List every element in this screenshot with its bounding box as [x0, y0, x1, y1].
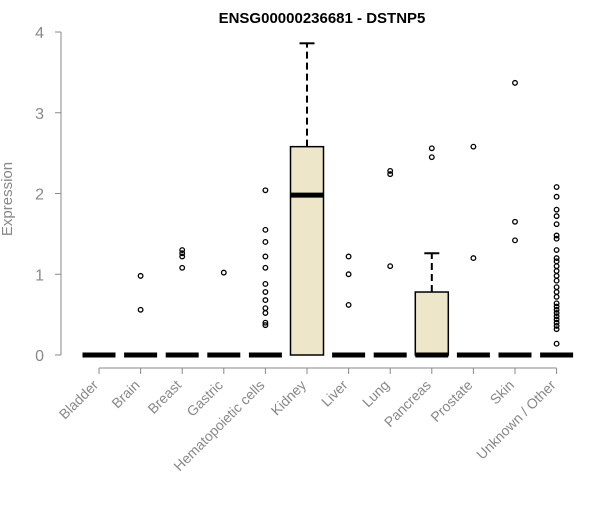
x-tick-label: Lung [359, 377, 392, 410]
outlier-point [553, 340, 560, 347]
outlier-point [428, 145, 435, 152]
x-tick-label: Liver [318, 377, 351, 410]
outlier-point [553, 322, 560, 329]
x-tick-label: Unknown / Other [473, 377, 559, 463]
box-group [456, 143, 490, 358]
outlier-point [553, 303, 560, 310]
y-tick-label: 0 [35, 348, 44, 365]
outlier-point [553, 263, 560, 270]
y-tick-label: 3 [35, 106, 44, 123]
outlier-point [387, 171, 394, 178]
outlier-point [553, 306, 560, 313]
outlier-point [553, 184, 560, 190]
chart-title: ENSG00000236681 - DSTNP5 [219, 10, 426, 27]
plot-area [82, 42, 574, 358]
box [414, 291, 450, 356]
x-tick-label: Prostate [427, 377, 475, 425]
x-tick-label: Brain [108, 377, 142, 411]
outlier-point [262, 310, 269, 316]
outlier-point [137, 272, 144, 279]
outlier-point [179, 264, 186, 271]
outlier-point [553, 326, 560, 333]
box-group [207, 269, 241, 358]
outlier-point [553, 235, 560, 242]
outlier-point [137, 306, 144, 313]
x-tick-label: Breast [144, 377, 184, 417]
box-group [373, 167, 407, 358]
outlier-point [262, 280, 269, 287]
outlier-point [387, 263, 394, 270]
outlier-point [345, 271, 352, 278]
outlier-point [553, 258, 560, 265]
outlier-point [262, 253, 269, 260]
outlier-point [553, 247, 560, 253]
outlier-point [387, 167, 394, 174]
outlier-point [553, 310, 560, 316]
outlier-point [262, 319, 269, 326]
box [289, 145, 325, 356]
outlier-point [553, 277, 560, 284]
outlier-point [262, 187, 269, 194]
outlier-point [512, 237, 518, 244]
y-axis-label: Expression [0, 162, 16, 236]
box-group [414, 145, 450, 358]
y-tick-label: 2 [35, 187, 44, 204]
outlier-point [345, 253, 352, 260]
box-group [165, 247, 199, 358]
y-tick-label: 1 [35, 267, 44, 284]
outlier-point [553, 319, 560, 326]
outlier-point [179, 247, 186, 253]
outlier-point [262, 305, 269, 312]
outlier-point [470, 143, 477, 150]
outlier-point [553, 193, 560, 200]
outlier-point [345, 301, 352, 308]
outlier-point [553, 221, 560, 228]
outlier-point [553, 272, 560, 279]
outlier-point [262, 238, 269, 245]
outlier-point [553, 293, 560, 300]
outlier-point [553, 255, 560, 262]
outlier-point [428, 154, 435, 161]
box-group [124, 272, 158, 358]
outlier-point [179, 250, 186, 257]
outlier-point [262, 322, 269, 329]
outlier-point [553, 213, 560, 220]
outlier-point [553, 289, 560, 295]
outlier-point [553, 313, 560, 320]
outlier-point [220, 269, 227, 276]
y-tick-label: 4 [35, 25, 44, 42]
box-group [332, 253, 366, 358]
outlier-point [262, 289, 269, 295]
outlier-point [262, 264, 269, 271]
outlier-point [553, 206, 560, 213]
outlier-point [512, 79, 518, 86]
outlier-point [470, 255, 477, 262]
box-group [248, 187, 282, 358]
outlier-point [553, 232, 560, 239]
outlier-point [262, 226, 269, 233]
x-tick-label: Kidney [268, 377, 310, 419]
outlier-point [179, 253, 186, 260]
outlier-point [553, 268, 560, 274]
outlier-point [512, 218, 518, 225]
x-tick-label: Skin [487, 377, 518, 408]
outlier-point [553, 316, 560, 323]
outlier-point [262, 297, 269, 304]
x-tick-label: Bladder [56, 377, 102, 423]
box-group [540, 184, 574, 358]
box-group [498, 79, 532, 358]
y-axis: 0 1 2 3 4 [35, 25, 62, 365]
outlier-point [553, 284, 560, 291]
box-group [289, 42, 325, 356]
outlier-point [553, 300, 560, 307]
